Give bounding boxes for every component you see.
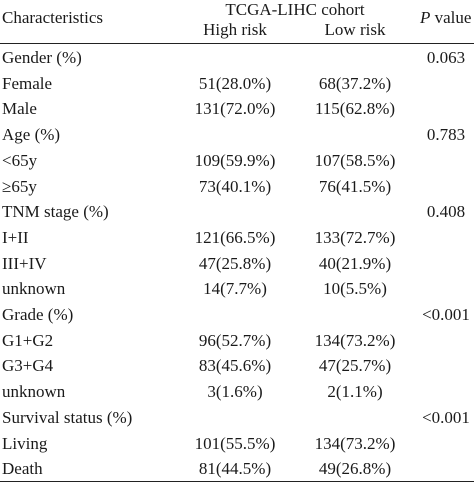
table-row: Survival status (%) <0.001: [0, 405, 474, 432]
table-row: G1+G2 96(52.7%) 134(73.2%): [0, 328, 474, 355]
row-p-value: 0.408: [426, 202, 466, 222]
row-label: Gender (%): [2, 48, 82, 67]
header-characteristics: Characteristics: [2, 8, 104, 27]
header-p-value: P value: [420, 8, 471, 28]
row-low-risk: 47(25.7%): [318, 356, 392, 376]
row-label: G3+G4: [2, 356, 54, 376]
row-label: Age (%): [2, 125, 61, 145]
row-label: Female: [2, 73, 53, 93]
table-row: Death 81(44.5%) 49(26.8%): [0, 456, 474, 483]
row-high-risk: 51(28.0%): [198, 73, 272, 93]
row-p-value: <0.001: [422, 305, 470, 324]
table-row: TNM stage (%) 0.408: [0, 199, 474, 226]
header-high-risk: High risk: [203, 20, 267, 39]
row-low-risk: 133(72.7%): [314, 227, 396, 247]
row-label: Living: [2, 433, 48, 453]
row-label: Grade (%): [2, 305, 74, 324]
header-p-rest: value: [430, 8, 472, 27]
row-low-risk: 68(37.2%): [318, 73, 392, 93]
row-high-risk: 73(40.1%): [198, 176, 272, 196]
row-low-risk: 107(58.5%): [314, 150, 396, 170]
row-label: Male: [2, 99, 37, 119]
table-row: Gender (%) 0.063: [0, 45, 474, 72]
row-high-risk: 96(52.7%): [198, 330, 272, 350]
row-high-risk: 81(44.5%): [198, 459, 272, 479]
table-row: Female 51(28.0%) 68(37.2%): [0, 71, 474, 98]
row-p-value: 0.063: [426, 48, 466, 67]
row-high-risk: 14(7.7%): [203, 279, 267, 299]
row-low-risk: 76(41.5%): [318, 176, 392, 196]
row-label: <65y: [2, 150, 38, 170]
row-label: Survival status (%): [2, 407, 133, 427]
row-label: unknown: [2, 382, 66, 402]
row-high-risk: 83(45.6%): [198, 356, 272, 376]
row-high-risk: 121(66.5%): [194, 227, 276, 247]
table-row: unknown 14(7.7%) 10(5.5%): [0, 276, 474, 303]
row-high-risk: 109(59.9%): [194, 150, 276, 170]
row-label: unknown: [2, 279, 66, 299]
table-row: I+II 121(66.5%) 133(72.7%): [0, 225, 474, 252]
row-p-value: 0.783: [426, 125, 466, 145]
row-label: III+IV: [2, 253, 47, 273]
row-low-risk: 40(21.9%): [318, 253, 392, 273]
header-low-risk: Low risk: [324, 20, 386, 39]
header-p-letter: P: [420, 8, 431, 27]
header-cohort: TCGA-LIHC cohort: [225, 0, 365, 19]
table-row: Male 131(72.0%) 115(62.8%): [0, 96, 474, 123]
table-row: Grade (%) <0.001: [0, 302, 474, 329]
row-p-value: <0.001: [422, 407, 470, 427]
row-high-risk: 3(1.6%): [207, 382, 263, 402]
row-label: G1+G2: [2, 330, 54, 350]
row-high-risk: 131(72.0%): [194, 99, 276, 119]
row-low-risk: 10(5.5%): [323, 279, 387, 299]
table-row: <65y 109(59.9%) 107(58.5%): [0, 148, 474, 175]
row-low-risk: 134(73.2%): [314, 330, 396, 350]
row-low-risk: 134(73.2%): [314, 433, 396, 453]
row-high-risk: 101(55.5%): [194, 433, 276, 453]
table-row: III+IV 47(25.8%) 40(21.9%): [0, 251, 474, 278]
row-low-risk: 115(62.8%): [314, 99, 396, 119]
row-label: TNM stage (%): [2, 202, 109, 222]
row-label: I+II: [2, 227, 29, 247]
table-row: ≥65y 73(40.1%) 76(41.5%): [0, 174, 474, 201]
table-row: Living 101(55.5%) 134(73.2%): [0, 431, 474, 458]
row-label: Death: [2, 459, 43, 479]
row-low-risk: 49(26.8%): [318, 459, 392, 479]
table-row: G3+G4 83(45.6%) 47(25.7%): [0, 353, 474, 380]
row-high-risk: 47(25.8%): [198, 253, 272, 273]
header-rule: [0, 43, 474, 44]
row-low-risk: 2(1.1%): [327, 382, 383, 402]
table-row: Age (%) 0.783: [0, 122, 474, 149]
row-label: ≥65y: [2, 176, 37, 196]
table-row: unknown 3(1.6%) 2(1.1%): [0, 379, 474, 406]
